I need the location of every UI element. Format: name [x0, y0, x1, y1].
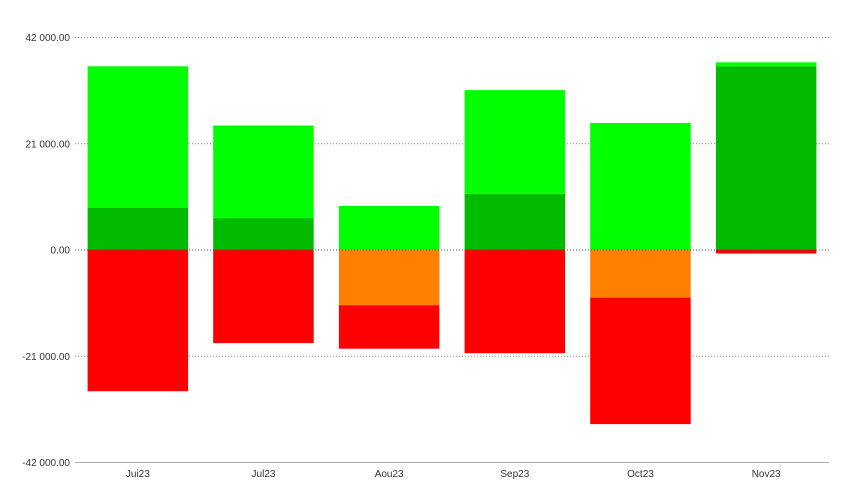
x-tick-label: Jul23: [252, 469, 276, 480]
x-tick-label: Sep23: [500, 469, 529, 480]
bar-segment: [338, 305, 440, 349]
bar-segment: [338, 206, 440, 250]
bar-segment: [87, 208, 189, 250]
y-tick-label: -21 000.00: [22, 352, 70, 363]
bar-segment: [590, 297, 691, 425]
bar-segment: [590, 123, 691, 250]
bar-segment: [715, 249, 817, 254]
bar-segment: [213, 249, 314, 344]
bar-segment: [338, 249, 440, 306]
x-tick-label: Oct23: [627, 469, 654, 480]
x-tick-label: Aou23: [375, 469, 404, 480]
bar-segment: [213, 218, 314, 250]
bar-segment: [464, 90, 566, 194]
y-tick-label: 21 000.00: [26, 139, 71, 150]
bar-segment: [87, 66, 189, 208]
y-tick-label: 42 000.00: [26, 33, 71, 44]
axes: 42 000.00 21 000.00 0.00 -21 000.00 -42 000.…: [22, 33, 829, 480]
bar-segment: [213, 125, 314, 219]
x-tick-label: Nov23: [752, 469, 781, 480]
bar-segment: [464, 249, 566, 354]
bar-segment: [590, 249, 691, 298]
bars: [87, 62, 817, 425]
bar-segment: [715, 62, 817, 67]
x-tick-label: Jui23: [126, 469, 150, 480]
bar-segment: [87, 249, 189, 392]
bar-segment: [715, 66, 817, 250]
y-tick-label: 0.00: [51, 246, 71, 257]
bar-segment: [464, 193, 566, 250]
y-tick-label: -42 000.00: [22, 458, 70, 469]
